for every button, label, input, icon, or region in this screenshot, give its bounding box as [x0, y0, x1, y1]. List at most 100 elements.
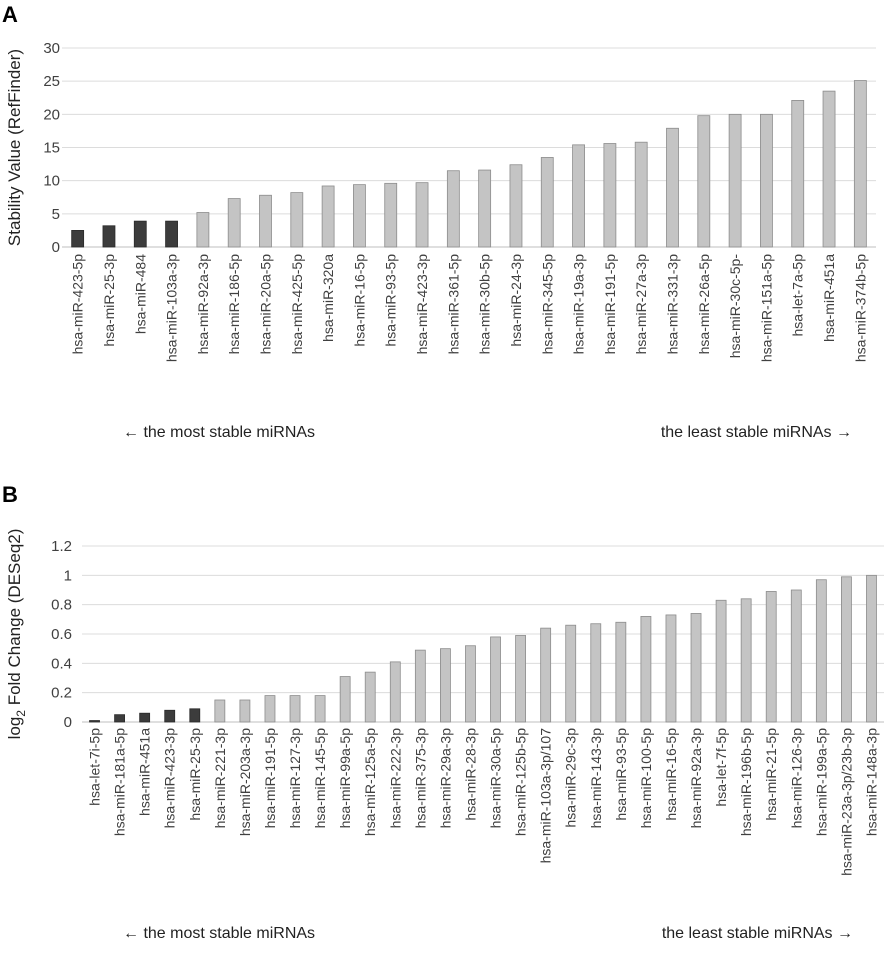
bar [446, 170, 460, 248]
x-category-label: hsa-miR-30b-5p [477, 254, 493, 355]
x-category-label: hsa-miR-21-5p [763, 728, 779, 821]
x-category-label: hsa-miR-221-3p [212, 728, 228, 829]
y-axis-title: Stability Value (RefFinder) [5, 49, 24, 246]
bar [102, 225, 116, 248]
x-category-label: hsa-miR-423-3p [162, 728, 178, 829]
x-category-label: hsa-miR-30c-5p- [727, 254, 743, 359]
x-category-label: hsa-miR-92a-3p [688, 728, 704, 829]
x-category-label: hsa-miR-20a-5p [258, 254, 274, 355]
x-category-label: hsa-miR-423-5p [70, 254, 86, 355]
y-tick-label: 10 [43, 173, 60, 190]
y-tick-label: 30 [43, 40, 60, 57]
bar [509, 164, 523, 248]
x-category-label: hsa-miR-145-5p [312, 728, 328, 829]
bar [384, 182, 398, 248]
bar [665, 614, 677, 723]
bar [415, 182, 429, 248]
x-category-label: hsa-miR-25-3p [101, 254, 117, 347]
bar [478, 169, 492, 248]
bar [165, 220, 178, 248]
x-category-label: hsa-miR-27a-3p [633, 254, 649, 355]
x-category-label: hsa-miR-125b-5p [513, 728, 529, 836]
x-category-label: hsa-miR-19a-3p [571, 254, 587, 355]
bar [790, 589, 802, 723]
bar [791, 100, 805, 248]
bar [565, 624, 577, 723]
bar [822, 90, 836, 248]
bar [227, 198, 241, 248]
bar [364, 671, 376, 723]
x-category-label: hsa-miR-199a-5p [813, 728, 829, 836]
x-category-label: hsa-miR-148a-3p [863, 728, 879, 836]
bar [697, 115, 711, 248]
bar [414, 649, 426, 723]
bar [71, 230, 85, 248]
y-tick-label: 1 [64, 567, 72, 584]
chart-panel-a: A 0 5 10 15 20 25 30 hsa-miR-423-5p hsa-miR-25-3p… [2, 2, 876, 441]
x-category-label: hsa-miR-103a-3p/107 [538, 728, 554, 864]
y-tick-label: 0.4 [51, 655, 72, 672]
x-category-label: hsa-miR-191-5p [262, 728, 278, 829]
bar [339, 676, 351, 723]
y-tick-label: 0.2 [51, 685, 72, 702]
bar [841, 576, 852, 723]
x-category-label: hsa-miR-203a-3p [237, 728, 253, 836]
y-axis-title: log2 Fold Change (DESeq2) [5, 529, 28, 740]
x-category-label: hsa-miR-23a-3p/23b-3p [838, 728, 854, 876]
bar [89, 720, 100, 723]
bar [239, 699, 251, 723]
x-category-label: hsa-miR-16-5p [351, 254, 367, 347]
bar [815, 579, 827, 723]
bar [139, 712, 151, 723]
bar [389, 661, 401, 723]
bar [196, 212, 210, 248]
x-category-label: hsa-miR-361-5p [445, 254, 461, 355]
x-category-label: hsa-miR-331-3p [665, 254, 681, 355]
bar [321, 185, 335, 248]
bar [264, 695, 276, 723]
annotation-most-stable: ← the most stable miRNAs [123, 424, 315, 441]
chart-panel-b: B 0 0.2 0.4 0.6 0.8 1 1.2 hsa-let-7i-5p hsa-miR-1… [2, 482, 884, 942]
bar [765, 591, 777, 723]
annotation-least-stable: the least stable miRNAs → [661, 424, 852, 441]
y-axis-title-log: log [5, 717, 24, 740]
x-category-label: hsa-miR-345-5p [539, 254, 555, 355]
x-category-label: hsa-miR-28-3p [462, 728, 478, 821]
bar [440, 648, 451, 723]
bar [590, 623, 602, 723]
bar [465, 645, 476, 723]
bar [189, 708, 201, 723]
bar [715, 599, 727, 723]
x-category-label: hsa-miR-26a-5p [696, 254, 712, 355]
x-category-label: hsa-miR-93-5p [383, 254, 399, 347]
y-axis-title-rest: Fold Change (DESeq2) [5, 529, 24, 710]
x-category-label: hsa-miR-186-5p [226, 254, 242, 355]
bar [572, 144, 585, 248]
bar [490, 636, 501, 723]
bar [164, 709, 176, 723]
annotation-most-stable: ← the most stable miRNAs [123, 925, 315, 942]
bar [289, 695, 301, 723]
x-category-label: hsa-miR-320a [320, 254, 336, 342]
x-category-label: hsa-miR-127-3p [287, 728, 303, 829]
bar [214, 699, 226, 723]
y-tick-label: 0.8 [51, 597, 72, 614]
x-category-label: hsa-miR-451a [821, 254, 837, 342]
x-category-label: hsa-miR-25-3p [187, 728, 203, 821]
bar [760, 113, 773, 248]
x-category-label: hsa-miR-451a [137, 728, 153, 816]
bar [540, 157, 554, 248]
x-category-label: hsa-miR-484 [132, 254, 148, 334]
x-category-label: hsa-miR-196b-5p [738, 728, 754, 836]
bar [690, 613, 702, 723]
x-category-label: hsa-miR-191-5p [602, 254, 618, 355]
y-tick-label: 0 [64, 714, 72, 731]
x-category-label: hsa-let-7a-5p [790, 254, 806, 337]
x-category-label: hsa-miR-143-3p [588, 728, 604, 829]
y-tick-label: 5 [52, 206, 60, 223]
y-tick-label: 0.6 [51, 626, 72, 643]
bar [314, 695, 326, 723]
y-tick-label: 25 [43, 73, 60, 90]
x-category-label: hsa-miR-103a-3p [164, 254, 180, 362]
x-category-label: hsa-miR-151a-5p [758, 254, 774, 362]
